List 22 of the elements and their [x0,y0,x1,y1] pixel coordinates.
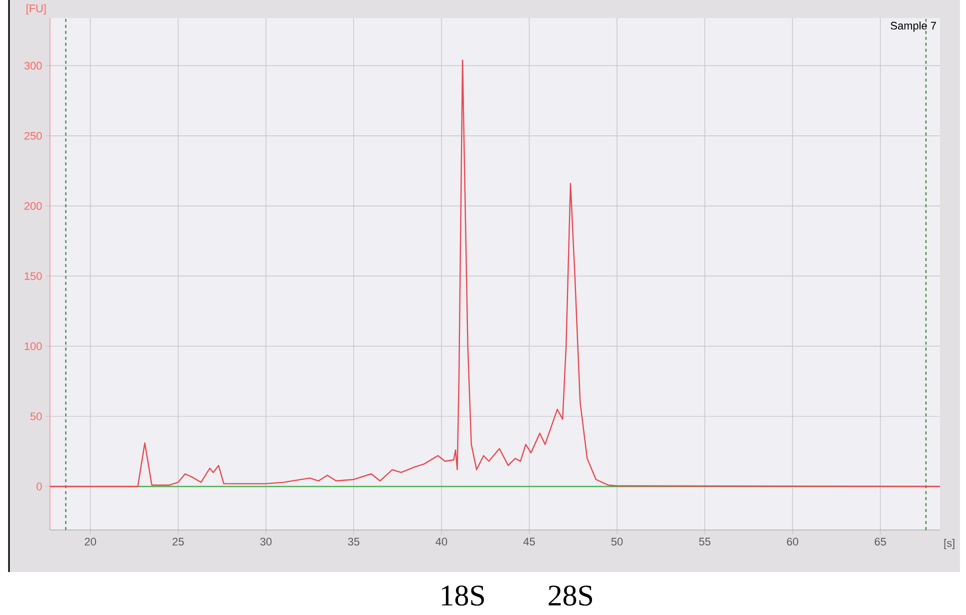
x-tick-label: 60 [787,538,798,546]
y-tick-label: 250 [24,132,42,140]
text: 18S [442,586,484,606]
x-tick-label: 45 [523,538,535,546]
x-tick-label: 40 [436,538,448,546]
chart-title: Sample 7 [890,22,936,32]
y-tick-label: 150 [24,272,42,280]
x-tick-label: 55 [699,538,710,546]
x-tick-label: 50 [611,538,623,546]
x-tick-label: 65 [874,538,886,546]
y-tick-label: 50 [30,412,42,420]
y-axis-title: [FU] [26,4,46,14]
x-tick-label: 30 [260,538,272,546]
y-tick-label: 100 [24,342,42,350]
y-tick-label: 0 [36,482,42,490]
x-tick-label: 20 [84,538,96,546]
x-tick-label: 35 [348,538,360,546]
x-axis-title: [s] [944,538,954,550]
y-tick-label: 200 [24,202,42,210]
text: 28S [548,586,592,606]
x-tick-label: 25 [172,538,184,546]
y-tick-label: 300 [24,62,42,70]
